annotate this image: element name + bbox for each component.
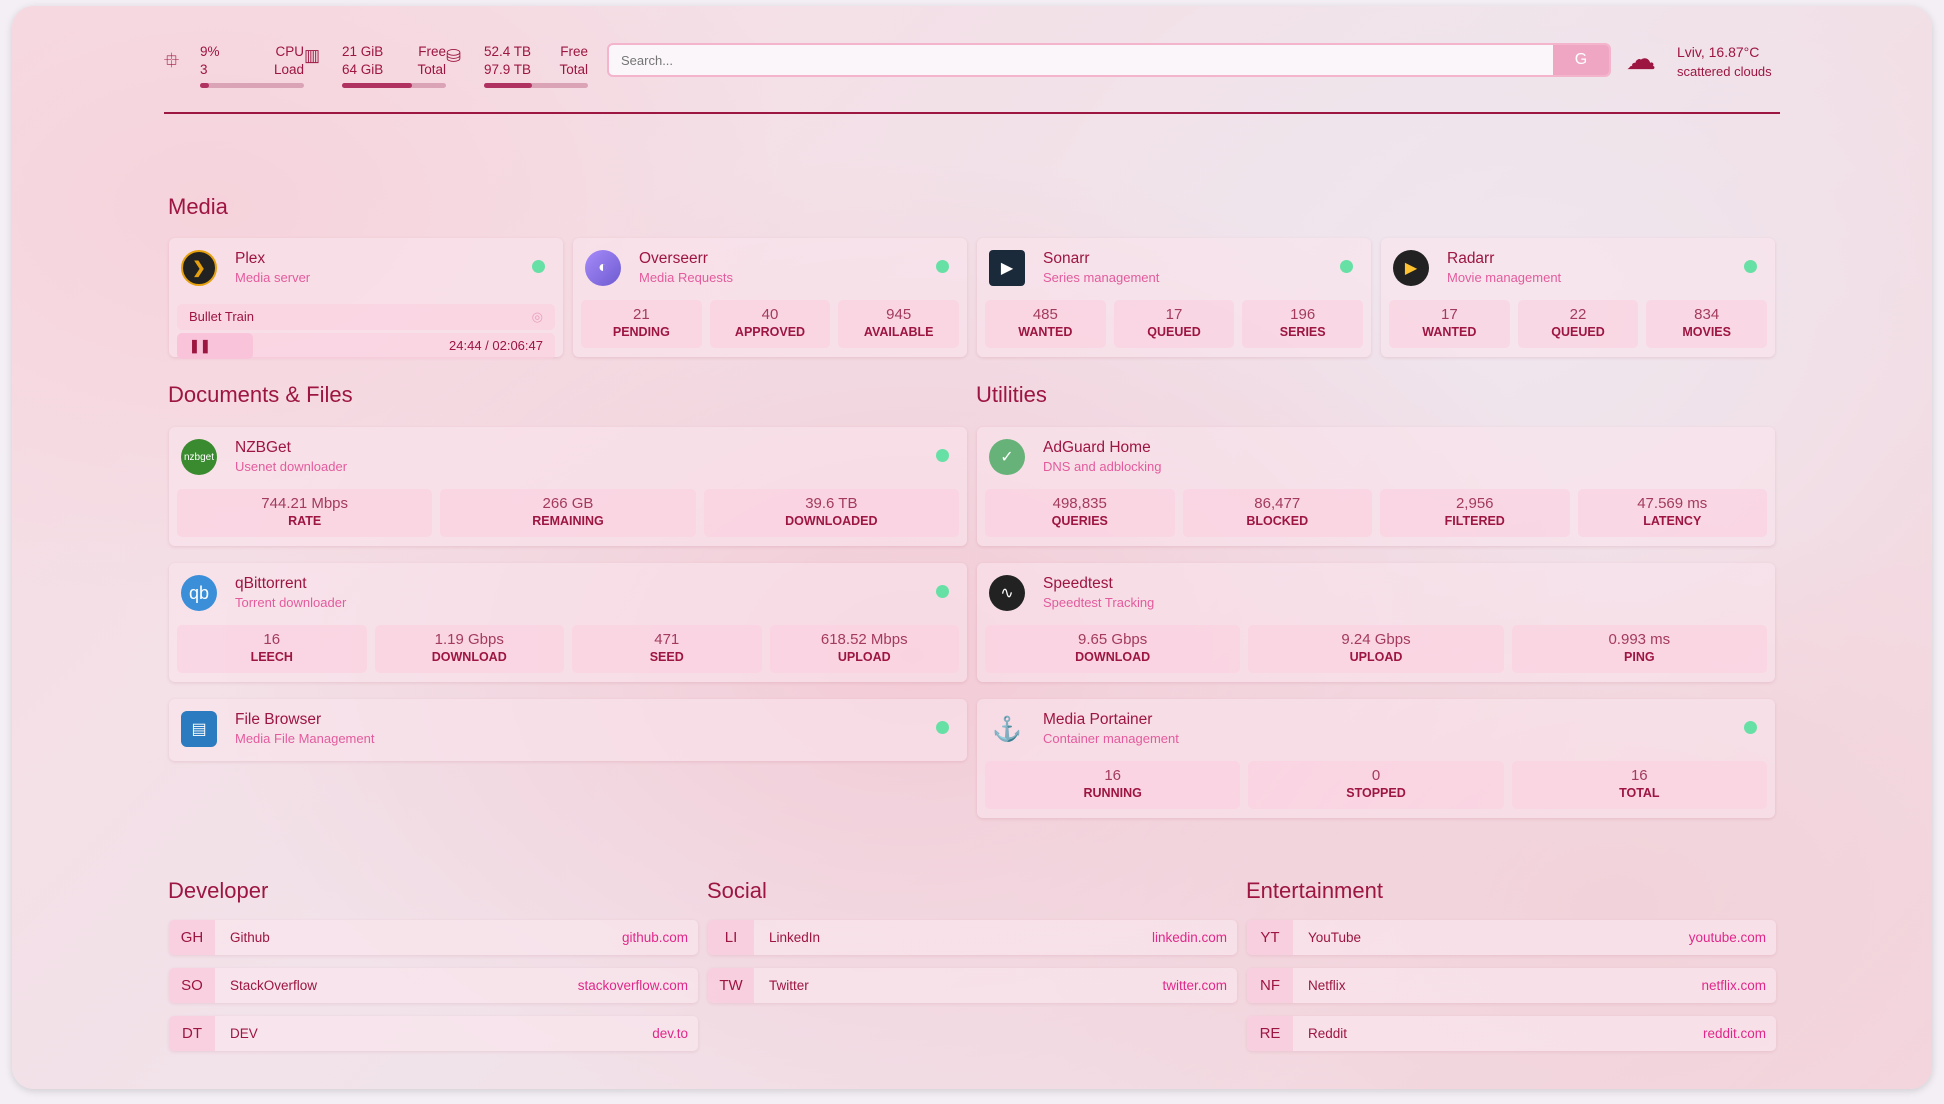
stat-block: 21 PENDING bbox=[581, 300, 702, 348]
service-card-adguard[interactable]: ✓ AdGuard Home DNS and adblocking 498,83… bbox=[977, 427, 1775, 546]
file-browser-icon: ▤ bbox=[181, 711, 217, 747]
bookmark-abbr: RE bbox=[1247, 1016, 1293, 1051]
status-dot bbox=[936, 449, 949, 462]
stat-block: 86,477 BLOCKED bbox=[1182, 489, 1372, 537]
service-card-overseerr[interactable]: ◐ Overseerr Media Requests 21 PENDING 40 AP… bbox=[573, 238, 967, 357]
speedtest-icon: ∿ bbox=[989, 575, 1025, 611]
bookmark-abbr: GH bbox=[169, 920, 215, 955]
disk-bar bbox=[484, 83, 588, 88]
stat-block: 266 GB REMAINING bbox=[440, 489, 696, 537]
nzbget-icon: nzbget bbox=[181, 439, 217, 475]
qbittorrent-icon: qb bbox=[181, 575, 217, 611]
section-media: Media bbox=[168, 194, 228, 219]
bookmark-dev[interactable]: DT DEV dev.to bbox=[169, 1016, 698, 1051]
disk-widget: 52.4 TB 97.9 TB Free Total bbox=[484, 43, 588, 89]
stat-block: 17 WANTED bbox=[1389, 300, 1510, 348]
section-utilities: Utilities bbox=[976, 382, 1047, 407]
stat-block: 47.569 ms LATENCY bbox=[1577, 489, 1767, 537]
bookmark-abbr: LI bbox=[708, 920, 754, 955]
stat-block: 471 SEED bbox=[572, 625, 762, 673]
bookmark-reddit[interactable]: RE Reddit reddit.com bbox=[1247, 1016, 1776, 1051]
status-dot bbox=[1340, 260, 1353, 273]
service-card-sonarr[interactable]: ▶ Sonarr Series management 485 WANTED 17 QU… bbox=[977, 238, 1371, 357]
stat-block: 39.6 TB DOWNLOADED bbox=[703, 489, 959, 537]
bookmark-abbr: NF bbox=[1247, 968, 1293, 1003]
stat-block: 9.24 Gbps UPLOAD bbox=[1248, 625, 1504, 673]
bookmark-youtube[interactable]: YT YouTube youtube.com bbox=[1247, 920, 1776, 955]
stat-block: 16 TOTAL bbox=[1511, 761, 1767, 809]
service-card-nzbget[interactable]: nzbget NZBGet Usenet downloader 744.21 M… bbox=[169, 427, 967, 546]
bookmark-abbr: DT bbox=[169, 1016, 215, 1051]
bookmark-github[interactable]: GH Github github.com bbox=[169, 920, 698, 955]
status-dot bbox=[936, 260, 949, 273]
stat-block: 40 APPROVED bbox=[709, 300, 831, 348]
stat-block: 196 SERIES bbox=[1242, 300, 1364, 348]
stat-block: 22 QUEUED bbox=[1517, 300, 1639, 348]
playback-row: ❚❚ 24:44 / 02:06:47 bbox=[177, 333, 555, 359]
sonarr-icon: ▶ bbox=[989, 250, 1025, 286]
cpu-widget: 9% 3 CPU Load bbox=[200, 43, 304, 89]
weather-location: Lviv, 16.87°C bbox=[1677, 44, 1760, 60]
service-card-plex[interactable]: ❯ Plex Media server Bullet Train ◎ ❚❚ 24:… bbox=[169, 238, 563, 359]
stat-block: 1.19 Gbps DOWNLOAD bbox=[374, 625, 564, 673]
overseerr-icon: ◐ bbox=[585, 250, 621, 286]
bookmark-abbr: YT bbox=[1247, 920, 1293, 955]
stat-block: 744.21 Mbps RATE bbox=[177, 489, 433, 537]
service-card-radarr[interactable]: ▶ Radarr Movie management 17 WANTED 22 QUEU… bbox=[1381, 238, 1775, 357]
plex-icon: ❯ bbox=[181, 250, 217, 286]
status-dot bbox=[1744, 721, 1757, 734]
stat-block: 945 AVAILABLE bbox=[838, 300, 960, 348]
service-card-portainer[interactable]: ⚓ Media Portainer Container management 1… bbox=[977, 699, 1775, 818]
section-developer: Developer bbox=[168, 878, 269, 903]
cloud-sun-icon: ☁ bbox=[1626, 43, 1656, 76]
memory-icon: ▥ bbox=[304, 46, 321, 65]
service-card-speedtest[interactable]: ∿ Speedtest Speedtest Tracking 9.65 Gbps… bbox=[977, 563, 1775, 682]
service-card-filebrowser[interactable]: ▤ File Browser Media File Management bbox=[169, 699, 967, 761]
bookmark-twitter[interactable]: TW Twitter twitter.com bbox=[708, 968, 1237, 1003]
radarr-icon: ▶ bbox=[1393, 250, 1429, 286]
status-dot bbox=[936, 721, 949, 734]
pause-icon[interactable]: ❚❚ bbox=[189, 338, 211, 353]
stat-block: 0.993 ms PING bbox=[1511, 625, 1767, 673]
now-playing: Bullet Train ◎ bbox=[177, 304, 555, 330]
bookmark-abbr: SO bbox=[169, 968, 215, 1003]
stat-block: 16 LEECH bbox=[177, 625, 367, 673]
weather-condition: scattered clouds bbox=[1677, 64, 1772, 79]
stat-block: 2,956 FILTERED bbox=[1380, 489, 1570, 537]
cpu-bar bbox=[200, 83, 304, 88]
stat-block: 0 STOPPED bbox=[1248, 761, 1504, 809]
portainer-icon: ⚓ bbox=[992, 715, 1022, 743]
stat-block: 618.52 Mbps UPLOAD bbox=[769, 625, 959, 673]
hard-drive-icon: ⛁ bbox=[446, 46, 462, 66]
search-provider-button[interactable]: G bbox=[1553, 45, 1609, 75]
header-divider bbox=[164, 112, 1780, 114]
stat-block: 498,835 QUERIES bbox=[985, 489, 1175, 537]
bookmark-linkedin[interactable]: LI LinkedIn linkedin.com bbox=[708, 920, 1237, 955]
dashboard: ⯐ 9% 3 CPU Load ▥ 21 GiB 64 GiB Free Total ⛁… bbox=[12, 6, 1932, 1089]
bookmark-abbr: TW bbox=[708, 968, 754, 1003]
search-input[interactable] bbox=[607, 43, 1611, 77]
section-social: Social bbox=[707, 878, 767, 903]
stat-block: 16 RUNNING bbox=[985, 761, 1241, 809]
playback-progress bbox=[177, 333, 253, 359]
stat-block: 485 WANTED bbox=[985, 300, 1106, 348]
stat-block: 9.65 Gbps DOWNLOAD bbox=[985, 625, 1241, 673]
status-dot bbox=[936, 585, 949, 598]
memory-widget: 21 GiB 64 GiB Free Total bbox=[342, 43, 446, 89]
bookmark-stackoverflow[interactable]: SO StackOverflow stackoverflow.com bbox=[169, 968, 698, 1003]
stat-block: 17 QUEUED bbox=[1113, 300, 1235, 348]
stream-icon: ◎ bbox=[531, 309, 543, 324]
cpu-icon: ⯐ bbox=[164, 50, 179, 72]
status-dot bbox=[1744, 260, 1757, 273]
bookmark-netflix[interactable]: NF Netflix netflix.com bbox=[1247, 968, 1776, 1003]
service-card-qbittorrent[interactable]: qb qBittorrent Torrent downloader 16 LEEC… bbox=[169, 563, 967, 682]
status-dot bbox=[532, 260, 545, 273]
section-entertainment: Entertainment bbox=[1246, 878, 1383, 903]
adguard-shield-icon: ✓ bbox=[989, 439, 1025, 475]
stat-block: 834 MOVIES bbox=[1646, 300, 1768, 348]
section-documents: Documents & Files bbox=[168, 382, 353, 407]
memory-bar bbox=[342, 83, 446, 88]
